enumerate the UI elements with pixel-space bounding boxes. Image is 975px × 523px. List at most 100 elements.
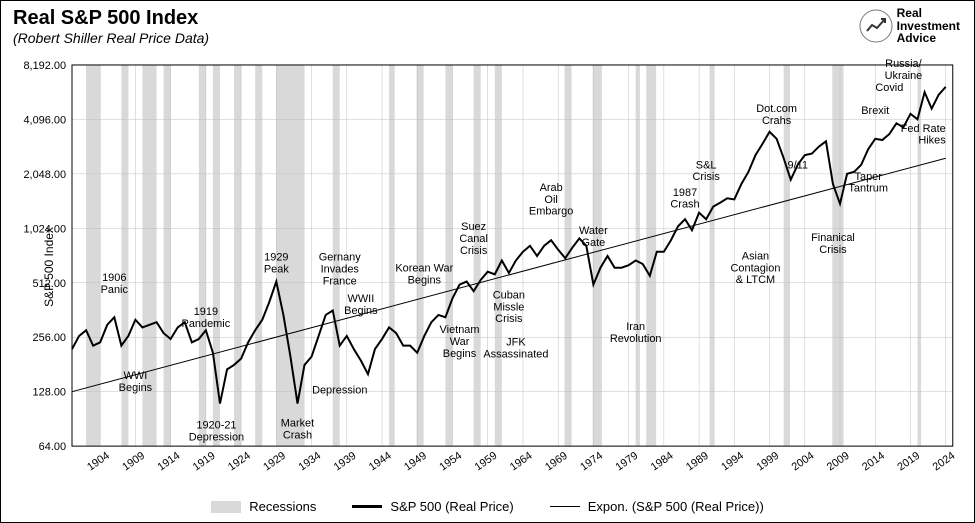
svg-text:Crash: Crash [670,199,699,211]
svg-text:Contagion: Contagion [731,262,781,274]
y-axis-label: S&P 500 Index [42,227,56,307]
legend-label-recessions: Recessions [249,499,316,514]
svg-text:1924: 1924 [226,450,253,474]
svg-text:1919: 1919 [194,306,218,318]
svg-text:JFK: JFK [506,337,526,349]
svg-text:Pandemic: Pandemic [182,318,231,330]
svg-text:8,192.00: 8,192.00 [23,60,66,72]
svg-text:1904: 1904 [85,450,112,474]
svg-text:1954: 1954 [437,450,464,474]
svg-text:Suez: Suez [461,221,486,233]
svg-text:Gernany: Gernany [319,251,361,263]
chart-title: Real S&P 500 Index [13,7,962,30]
svg-text:1969: 1969 [543,450,570,474]
svg-text:2,048.00: 2,048.00 [23,169,66,181]
svg-text:Cuban: Cuban [493,289,525,301]
legend-trend: Expon. (S&P 500 (Real Price)) [550,499,764,514]
svg-text:Korean War: Korean War [395,263,453,275]
svg-text:Water: Water [579,225,608,237]
legend-label-series: S&P 500 (Real Price) [390,499,513,514]
svg-text:64.00: 64.00 [39,441,66,453]
svg-text:Brexit: Brexit [861,105,889,117]
svg-text:S&L: S&L [696,159,717,171]
svg-text:Asian: Asian [742,250,769,262]
svg-text:1979: 1979 [614,450,641,474]
legend-series: S&P 500 (Real Price) [352,499,513,514]
svg-text:1987: 1987 [673,187,697,199]
svg-text:WWI: WWI [124,370,148,382]
svg-text:2009: 2009 [825,450,852,474]
brand-logo-line3: Advice [897,32,960,45]
legend-swatch-series [352,505,382,508]
svg-text:Iran: Iran [626,321,645,333]
svg-text:128.00: 128.00 [33,387,66,399]
chart-subtitle: (Robert Shiller Real Price Data) [13,30,962,46]
svg-text:2024: 2024 [931,450,958,474]
svg-text:Depression: Depression [312,385,367,397]
svg-text:1914: 1914 [156,450,183,474]
chart-area: S&P 500 Index 64.00128.00256.00512.001,0… [13,59,962,474]
svg-text:1929: 1929 [261,450,288,474]
svg-text:1919: 1919 [191,450,218,474]
svg-text:Missle: Missle [493,301,524,313]
svg-text:Russia/: Russia/ [885,59,922,70]
svg-text:War: War [450,336,470,348]
svg-text:Taper: Taper [855,171,883,183]
svg-text:Embargo: Embargo [529,206,573,218]
chart-svg: 64.00128.00256.00512.001,024.002,048.004… [13,59,962,474]
svg-text:1994: 1994 [719,450,746,474]
svg-text:Fed Rate: Fed Rate [901,123,946,135]
brand-logo: Real Investment Advice [859,7,960,45]
svg-text:Oil: Oil [544,194,557,206]
chart-header: Real S&P 500 Index (Robert Shiller Real … [1,1,974,46]
svg-text:Ukraine: Ukraine [885,70,923,82]
svg-text:Crahs: Crahs [762,115,792,127]
svg-text:Tantrum: Tantrum [848,183,888,195]
svg-text:France: France [323,275,357,287]
svg-text:Arab: Arab [540,182,563,194]
svg-text:Begins: Begins [408,275,442,287]
svg-text:1964: 1964 [508,450,535,474]
svg-text:1906: 1906 [102,272,126,284]
brand-logo-text: Real Investment Advice [897,7,960,45]
svg-text:Market: Market [281,418,314,430]
svg-text:2004: 2004 [790,450,817,474]
svg-text:Invades: Invades [321,263,360,275]
svg-text:Canal: Canal [459,233,488,245]
svg-text:1920-21: 1920-21 [196,420,236,432]
svg-text:1999: 1999 [754,450,781,474]
legend-recessions: Recessions [211,499,316,514]
svg-text:Crisis: Crisis [495,313,523,325]
svg-text:Crisis: Crisis [819,244,847,256]
brand-logo-icon [859,9,893,43]
svg-text:256.00: 256.00 [33,332,66,344]
svg-text:Finanical: Finanical [811,232,855,244]
svg-text:2014: 2014 [860,450,887,474]
svg-text:Begins: Begins [344,305,378,317]
svg-text:& LTCM: & LTCM [736,274,775,286]
svg-text:WWII: WWII [348,293,375,305]
svg-text:Panic: Panic [101,284,129,296]
svg-text:1949: 1949 [402,450,429,474]
svg-text:Hikes: Hikes [918,135,946,147]
svg-text:Begins: Begins [443,348,477,360]
svg-text:Crisis: Crisis [692,171,720,183]
svg-text:Crash: Crash [283,430,312,442]
svg-text:Begins: Begins [119,382,153,394]
legend-swatch-recessions [211,501,241,513]
legend-swatch-trend [550,506,580,507]
brand-logo-line1: Real [897,7,960,20]
svg-text:1934: 1934 [296,450,323,474]
svg-text:1939: 1939 [332,450,359,474]
svg-text:Peak: Peak [264,263,289,275]
legend-label-trend: Expon. (S&P 500 (Real Price)) [588,499,764,514]
svg-text:4,096.00: 4,096.00 [23,114,66,126]
svg-text:9/11: 9/11 [788,159,808,171]
svg-text:Crisis: Crisis [460,245,488,257]
svg-text:Revolution: Revolution [610,333,662,345]
svg-text:1944: 1944 [367,450,394,474]
svg-text:Depression: Depression [189,432,244,444]
svg-text:Vietnam: Vietnam [440,324,480,336]
svg-text:1974: 1974 [578,450,605,474]
svg-text:Covid: Covid [875,82,903,94]
